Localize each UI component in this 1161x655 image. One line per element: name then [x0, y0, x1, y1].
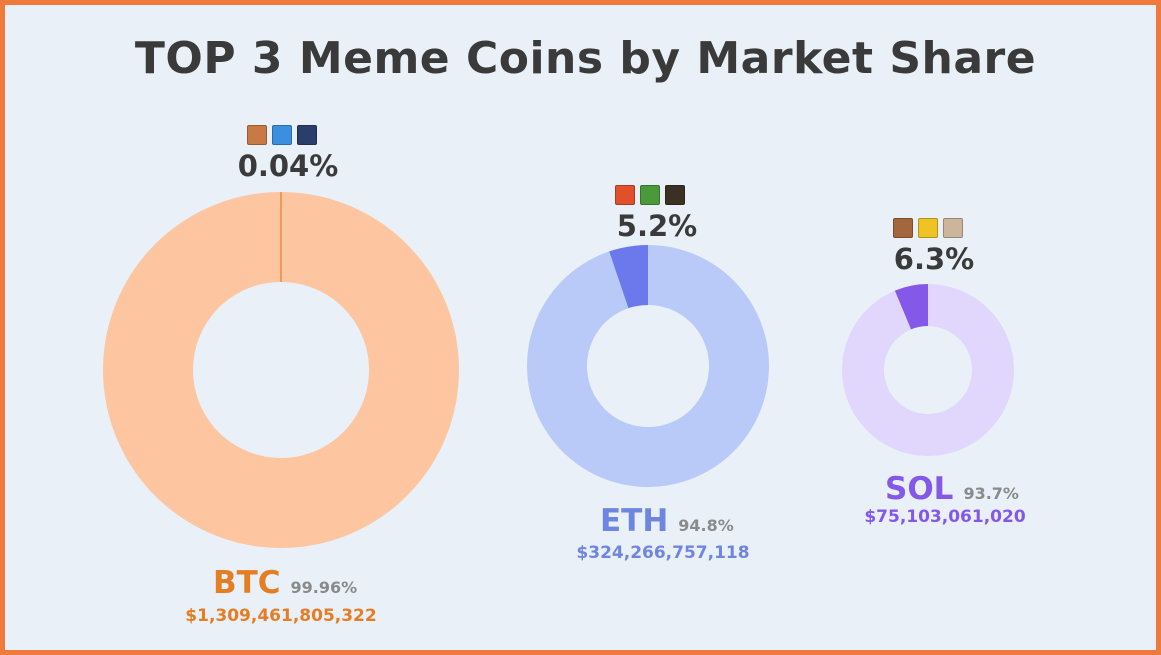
meme-coin-icon	[893, 218, 913, 238]
sol-meme-slice	[894, 284, 928, 330]
eth-other-slice	[526, 245, 769, 487]
sol-other-slice	[842, 284, 1015, 457]
btc-other-slice	[103, 192, 460, 548]
eth-coin-label: ETH	[600, 503, 669, 539]
chart-title: TOP 3 Meme Coins by Market Share	[134, 33, 1037, 84]
meme-coin-icon	[640, 185, 660, 205]
eth-other-share: 94.8%	[678, 516, 734, 535]
meme-coin-icon	[918, 218, 938, 238]
meme-coin-icon	[247, 125, 267, 145]
btc-meme-share: 0.04%	[237, 149, 339, 183]
meme-coin-icon	[665, 185, 685, 205]
meme-coin-icon	[297, 125, 317, 145]
btc-other-share: 99.96%	[290, 578, 358, 597]
eth-meme-share: 5.2%	[616, 209, 698, 243]
meme-coin-icon	[943, 218, 963, 238]
sol-other-share: 93.7%	[963, 484, 1019, 503]
sol-meme-share: 6.3%	[893, 242, 975, 276]
btc-coin-label: BTC	[213, 565, 281, 601]
eth-meme-slice	[609, 245, 648, 309]
sol-coin-label: SOL	[885, 471, 954, 507]
btc-market-cap: $1,309,461,805,322	[185, 606, 377, 626]
meme-coin-icon	[272, 125, 292, 145]
eth-meme-icons	[615, 185, 685, 205]
sol-market-cap: $75,103,061,020	[864, 507, 1026, 527]
eth-label-row: ETH 94.8%	[600, 503, 734, 539]
btc-meme-icons	[247, 125, 317, 145]
sol-meme-icons	[893, 218, 963, 238]
donut-charts	[103, 192, 1015, 548]
eth-market-cap: $324,266,757,118	[576, 543, 750, 563]
meme-coin-icon	[615, 185, 635, 205]
btc-label-row: BTC 99.96%	[213, 565, 357, 601]
sol-label-row: SOL 93.7%	[885, 471, 1019, 507]
